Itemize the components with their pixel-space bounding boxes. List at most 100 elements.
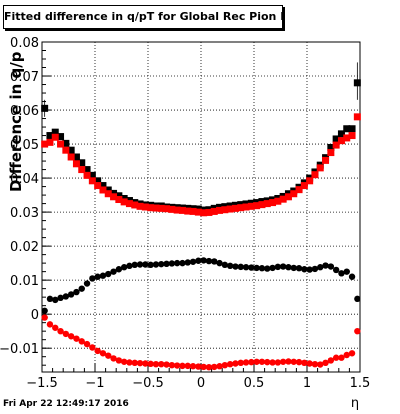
data-point	[62, 146, 70, 154]
x-tick-label: −1.5	[26, 376, 58, 391]
data-point	[232, 360, 239, 367]
series-4	[41, 314, 361, 371]
data-point	[179, 259, 186, 267]
data-point	[337, 130, 345, 138]
data-point	[142, 360, 149, 367]
data-point	[163, 361, 170, 368]
data-point	[205, 364, 213, 371]
data-point	[248, 358, 255, 366]
data-point	[136, 359, 144, 367]
data-point	[226, 205, 234, 213]
y-tick-label: 0.02	[10, 240, 39, 255]
data-point	[78, 159, 86, 167]
data-point	[343, 268, 350, 275]
data-point	[301, 359, 308, 367]
data-point	[46, 132, 54, 140]
data-point	[274, 359, 282, 366]
data-point	[51, 133, 59, 141]
data-point	[99, 182, 107, 190]
data-point	[99, 186, 107, 194]
data-point	[41, 140, 49, 148]
data-point	[242, 203, 250, 211]
data-point	[211, 363, 218, 371]
data-point	[152, 204, 160, 212]
data-point	[88, 171, 96, 179]
data-point	[184, 259, 191, 266]
data-point	[285, 264, 292, 271]
data-point	[327, 143, 335, 151]
data-point	[46, 321, 54, 328]
series-2	[41, 113, 361, 217]
data-point	[131, 261, 138, 269]
data-point	[147, 360, 154, 368]
data-point	[216, 206, 224, 214]
data-point	[269, 199, 277, 207]
data-point	[67, 146, 75, 154]
data-point	[120, 198, 128, 206]
data-point	[306, 360, 313, 367]
x-tick-label: −1	[85, 376, 104, 391]
data-point	[41, 314, 48, 321]
data-point	[263, 200, 271, 208]
data-point	[173, 362, 181, 369]
data-point	[62, 139, 70, 147]
data-point	[136, 202, 144, 210]
data-point	[67, 153, 75, 161]
data-point	[343, 125, 351, 133]
data-point	[332, 141, 340, 149]
data-point	[285, 358, 292, 365]
x-tick-label: 1.5	[350, 376, 371, 391]
data-point	[52, 324, 59, 331]
data-point	[57, 140, 65, 148]
data-point	[211, 258, 218, 265]
data-point	[348, 125, 356, 133]
data-point	[348, 273, 356, 280]
data-point	[57, 133, 65, 141]
y-tick-label: −0.01	[0, 342, 39, 357]
data-point	[248, 264, 255, 271]
data-point	[274, 197, 282, 205]
data-point	[327, 263, 335, 270]
y-tick-label: 0.01	[10, 274, 39, 289]
data-point	[78, 166, 86, 174]
data-point	[353, 113, 361, 121]
data-point	[83, 171, 91, 179]
data-point	[83, 340, 91, 348]
data-point	[94, 347, 101, 355]
data-point	[141, 203, 149, 211]
y-tick-label: 0.06	[10, 104, 39, 119]
data-point	[78, 338, 85, 345]
data-point	[189, 258, 197, 265]
data-point	[258, 201, 266, 209]
timestamp-footer: Fri Apr 22 12:49:17 2016	[3, 399, 129, 409]
data-point	[274, 263, 282, 271]
data-point	[242, 264, 250, 271]
data-point	[73, 288, 80, 296]
data-point	[184, 207, 192, 215]
data-point	[290, 264, 297, 272]
data-point	[147, 261, 154, 269]
data-point	[158, 260, 165, 268]
data-point	[163, 260, 170, 268]
data-point	[195, 363, 202, 370]
y-tick-label: 0.05	[10, 138, 39, 153]
data-point	[51, 128, 59, 136]
data-point	[210, 207, 218, 215]
data-point	[338, 270, 345, 277]
data-point	[194, 208, 202, 216]
data-point	[200, 363, 207, 371]
data-point	[52, 296, 59, 304]
data-point	[115, 266, 123, 273]
data-point	[200, 209, 208, 217]
data-point	[147, 204, 155, 212]
data-point	[332, 354, 340, 361]
data-point	[168, 260, 176, 267]
data-point	[67, 291, 75, 298]
data-point	[221, 261, 229, 269]
data-point	[110, 193, 118, 201]
data-point	[242, 359, 250, 366]
data-point	[253, 358, 260, 365]
data-point	[94, 273, 101, 280]
data-point	[72, 153, 80, 161]
data-point	[348, 132, 356, 140]
